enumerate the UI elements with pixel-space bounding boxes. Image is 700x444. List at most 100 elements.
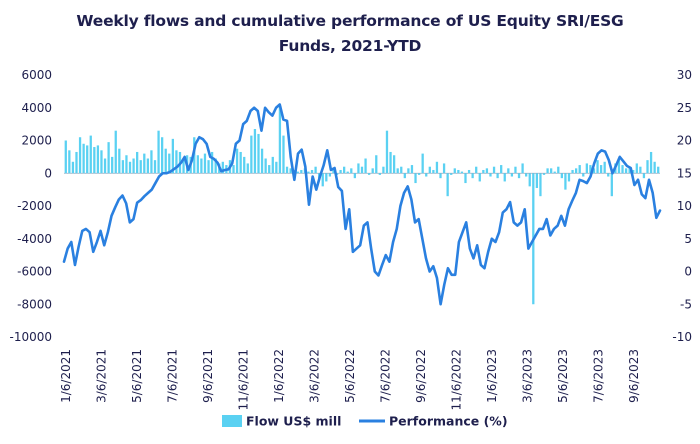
legend-flow-swatch <box>222 415 242 427</box>
flow-bar <box>539 173 542 197</box>
y-left-tick-label: -4000 <box>17 232 52 246</box>
flow-bar <box>68 150 71 174</box>
flow-bar <box>243 156 246 174</box>
flow-bar <box>89 135 92 174</box>
flow-bar <box>114 130 117 174</box>
flow-bar <box>560 173 563 179</box>
flow-bar <box>414 173 417 184</box>
x-tick-label: 3/6/2022 <box>308 349 322 403</box>
x-tick-label: 1/6/2021 <box>59 349 73 403</box>
flow-bar <box>482 169 485 174</box>
y-left-tick-label: 6000 <box>21 68 52 82</box>
flow-bar <box>628 166 631 174</box>
flow-bar <box>278 106 282 174</box>
flow-bar <box>157 130 160 174</box>
flow-bar <box>585 163 588 174</box>
flow-bar <box>103 158 107 174</box>
flow-bar <box>546 168 549 174</box>
chart-title-line-1: Weekly flows and cumulative performance … <box>76 12 624 30</box>
flow-bar <box>400 166 403 174</box>
flow-bar <box>599 165 603 174</box>
flow-bar <box>528 173 531 187</box>
flow-bar <box>442 163 446 174</box>
flow-bar <box>271 156 274 174</box>
flow-bar <box>353 173 356 179</box>
flow-bar <box>260 148 264 174</box>
x-tick-label: 1/6/2022 <box>272 349 286 403</box>
flow-bar <box>485 168 489 174</box>
y-right-tick-label: -5 <box>680 297 692 311</box>
flow-bar <box>203 153 207 174</box>
flow-bar <box>435 161 439 174</box>
flow-bar <box>128 161 132 174</box>
flow-bar <box>553 171 556 174</box>
flow-bar <box>253 129 257 174</box>
flow-bar <box>489 173 492 177</box>
performance-line <box>62 103 662 306</box>
flow-bar <box>378 173 381 175</box>
flow-bar <box>657 166 660 174</box>
y-left-tick-label: 0 <box>44 166 52 180</box>
flow-bar <box>64 140 67 174</box>
flow-bar <box>460 171 464 174</box>
flow-bar <box>264 158 267 174</box>
flow-bar <box>500 165 503 174</box>
flow-bar <box>310 169 314 174</box>
x-tick-label: 5/6/2022 <box>343 349 357 403</box>
flow-bar <box>371 168 374 174</box>
flow-bar <box>639 166 642 174</box>
flow-bar <box>453 168 456 174</box>
y-left-tick-label: 2000 <box>21 134 52 148</box>
flow-bar <box>421 153 424 174</box>
flow-bar <box>153 160 157 174</box>
flow-bar <box>164 148 167 174</box>
flow-bar <box>503 173 506 182</box>
flow-bar <box>332 168 335 174</box>
flow-bar <box>574 168 578 174</box>
x-tick-label: 7/6/2021 <box>166 349 180 403</box>
flow-bar <box>321 173 324 187</box>
flow-bar <box>328 173 332 177</box>
flow-bar <box>139 160 142 174</box>
flow-bar <box>471 173 474 179</box>
flow-bar <box>407 168 410 174</box>
flow-bar <box>564 173 567 190</box>
flow-bar <box>250 135 253 174</box>
flow-bar <box>582 173 585 177</box>
flow-bar <box>161 137 164 174</box>
x-tick-label: 3/6/2023 <box>521 349 535 403</box>
y-left-tick-label: -6000 <box>17 265 52 279</box>
flow-bar <box>617 158 621 174</box>
x-tick-label: 7/6/2023 <box>592 349 606 403</box>
flow-bar <box>136 151 139 174</box>
flow-bar <box>118 148 121 174</box>
flow-bar <box>464 173 467 184</box>
flow-bar <box>649 151 653 174</box>
flow-bar <box>396 168 399 174</box>
flow-bar <box>607 173 610 177</box>
chart-title-line-2: Funds, 2021-YTD <box>278 37 422 55</box>
x-tick-label: 9/6/2023 <box>627 349 641 403</box>
x-tick-label: 9/6/2021 <box>201 349 215 403</box>
flow-bar <box>392 155 396 174</box>
flow-bar <box>525 173 528 177</box>
x-tick-label: 9/6/2022 <box>414 349 428 403</box>
flow-bar <box>542 173 546 175</box>
flow-bar <box>478 173 481 182</box>
flow-bar <box>111 156 114 174</box>
flow-bar <box>514 166 517 174</box>
flow-bar <box>96 145 100 174</box>
y-right-tick-label: 5 <box>684 232 692 246</box>
flow-bar <box>171 138 174 174</box>
y-right-tick-label: 0 <box>684 265 692 279</box>
y-left-tick-label: -2000 <box>17 199 52 213</box>
flow-bar <box>132 158 135 174</box>
flow-bar <box>385 130 389 174</box>
flow-bar <box>86 145 89 174</box>
x-tick-label: 11/6/2022 <box>450 349 464 411</box>
flow-bar <box>307 171 310 174</box>
flow-bar <box>596 160 599 174</box>
flow-bar <box>535 173 539 188</box>
flow-bar <box>71 161 75 174</box>
